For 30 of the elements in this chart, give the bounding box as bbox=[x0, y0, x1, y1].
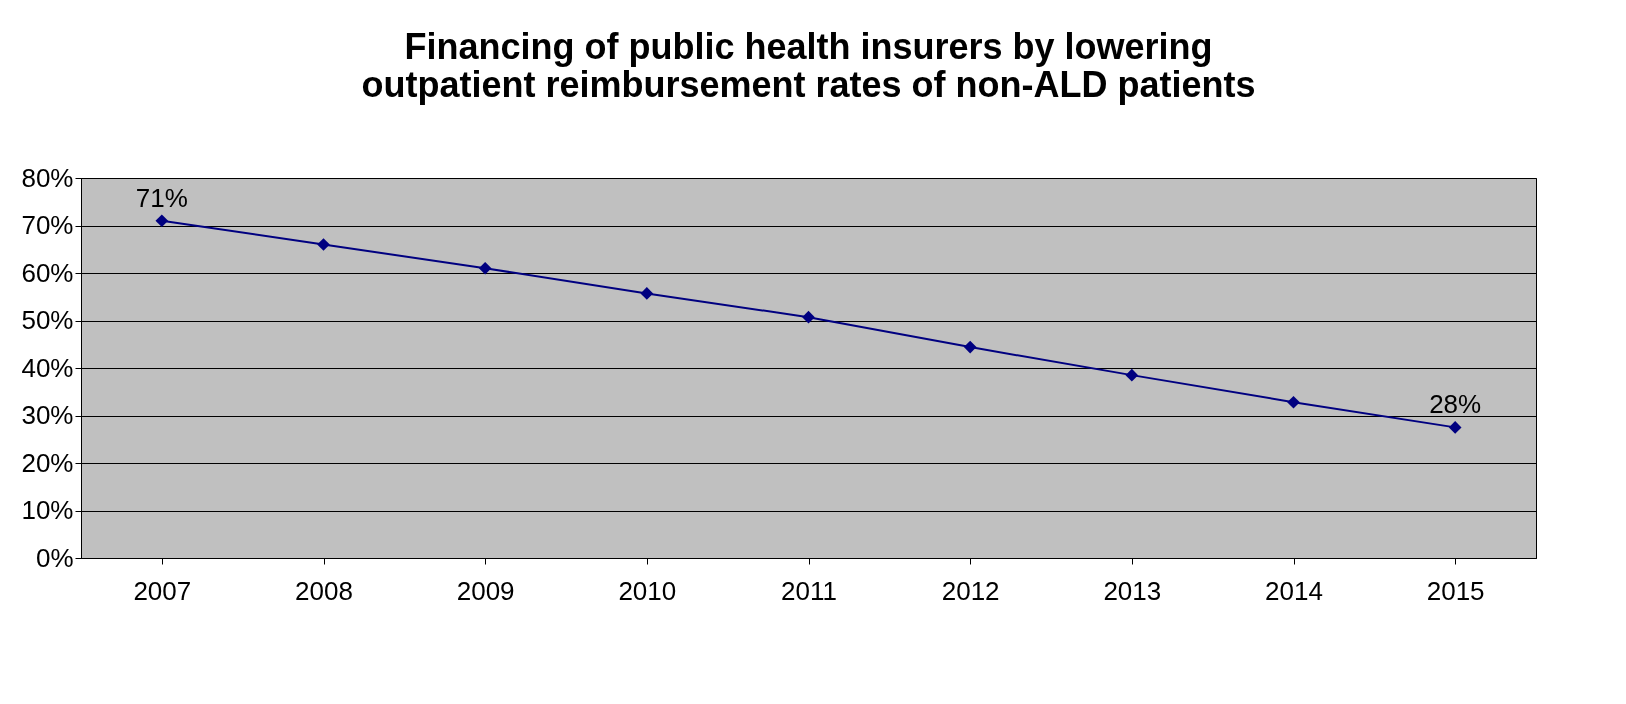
x-tick-label: 2012 bbox=[941, 575, 1000, 606]
point bbox=[478, 261, 492, 275]
y-tick-label: 50% bbox=[21, 305, 74, 335]
point bbox=[1448, 421, 1462, 434]
point bbox=[155, 214, 169, 228]
x-tick-label: 2014 bbox=[1265, 575, 1323, 606]
y-tick-label: 40% bbox=[21, 352, 74, 383]
x-tick-label: 2010 bbox=[618, 575, 677, 606]
data-label: 71% bbox=[135, 182, 188, 213]
y-tick-label: 70% bbox=[21, 210, 74, 240]
x-tick-label: 2015 bbox=[1426, 575, 1485, 606]
data-label: 28% bbox=[1429, 389, 1482, 420]
point bbox=[1125, 368, 1139, 382]
point bbox=[1287, 395, 1300, 409]
x-tick-label: 2008 bbox=[295, 575, 353, 606]
x-tick-label: 2007 bbox=[133, 575, 192, 606]
point bbox=[802, 310, 815, 324]
y-tick-label: 60% bbox=[21, 257, 74, 288]
point bbox=[640, 287, 654, 300]
x-tick-label: 2013 bbox=[1103, 575, 1162, 606]
y-tick-label: 80% bbox=[21, 162, 74, 193]
y-tick-label: 10% bbox=[21, 495, 74, 525]
point bbox=[963, 340, 977, 354]
y-tick-label: 20% bbox=[21, 447, 74, 478]
x-tick-label: 2011 bbox=[781, 575, 837, 606]
point bbox=[317, 238, 330, 251]
x-tick-label: 2009 bbox=[456, 575, 515, 606]
y-tick-label: 0% bbox=[35, 542, 74, 573]
y-tick-label: 30% bbox=[21, 400, 74, 430]
text: Financing of public health insurers by lowering bbox=[404, 26, 1213, 67]
